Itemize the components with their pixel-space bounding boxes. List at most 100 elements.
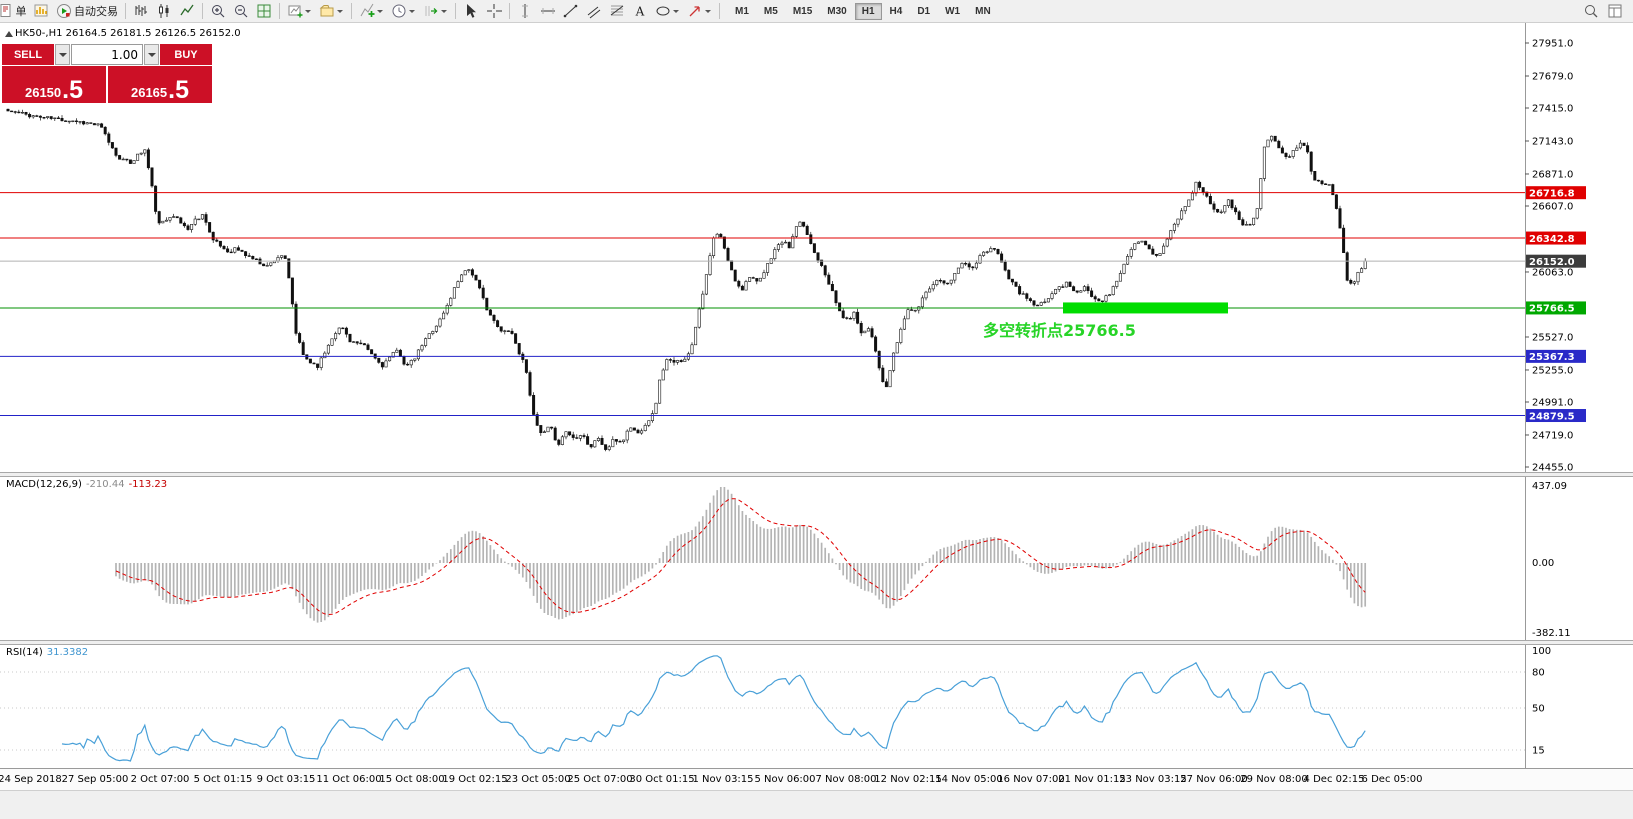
toolbar-separator <box>351 3 352 19</box>
price-axis-tick: 27679.0 <box>1532 71 1573 82</box>
timeframe-m30[interactable]: M30 <box>820 3 853 20</box>
cursor-icon[interactable] <box>460 1 482 21</box>
timeframe-d1[interactable]: D1 <box>910 3 937 20</box>
bar-chart-icon[interactable] <box>130 1 152 21</box>
price-axis-tick: 27143.0 <box>1532 136 1573 147</box>
auto-trading-button[interactable]: 自动交易 <box>53 1 121 21</box>
time-axis[interactable]: 24 Sep 2018 27 Sep 05:00 2 Oct 07:00 5 Oct … <box>0 768 1633 790</box>
crosshair-icon <box>486 3 502 19</box>
data-window-icon[interactable] <box>1604 1 1626 21</box>
new-chart-icon <box>287 3 303 19</box>
time-axis-label: 12 Nov 02:15 <box>874 774 942 785</box>
add-indicator-icon <box>359 3 375 19</box>
trade-panel-price-row: 26150 .5 26165 .5 <box>2 66 212 103</box>
templates-icon[interactable] <box>420 1 451 21</box>
macd-axis-tick: 0.00 <box>1532 558 1554 569</box>
panel-divider[interactable] <box>0 472 1633 477</box>
timeframe-h4[interactable]: H4 <box>883 3 910 20</box>
price-axis-tick: 24991.0 <box>1532 397 1573 408</box>
vertical-line-icon[interactable] <box>514 1 536 21</box>
add-indicator-icon[interactable] <box>356 1 387 21</box>
volume-preset-left-button[interactable] <box>55 44 70 65</box>
shapes-icon[interactable] <box>652 1 683 21</box>
buy-button[interactable]: BUY <box>160 44 212 65</box>
trendline-icon[interactable] <box>560 1 582 21</box>
zoom-in-icon[interactable] <box>207 1 229 21</box>
auto-trading-button-label: 自动交易 <box>74 6 118 18</box>
price-level-tag: 25367.3 <box>1529 352 1575 363</box>
tile-windows-icon <box>256 3 272 19</box>
volume-input[interactable] <box>71 44 143 65</box>
window-bottom-strip <box>0 790 1633 819</box>
auto-trading-icon <box>56 3 72 19</box>
horizontal-line-icon[interactable] <box>537 1 559 21</box>
sell-button[interactable]: SELL <box>2 44 54 65</box>
candlestick-icon[interactable] <box>153 1 175 21</box>
line-chart-icon[interactable] <box>176 1 198 21</box>
timeframe-mn[interactable]: MN <box>968 3 998 20</box>
panel-divider[interactable] <box>0 640 1633 645</box>
tile-windows-icon[interactable] <box>253 1 275 21</box>
price-chart[interactable]: 多空转折点25766.5 27951.0 27679.0 27415.0 27143.0… <box>0 22 1633 472</box>
search-icon[interactable] <box>1580 1 1602 21</box>
timeframe-m15[interactable]: M15 <box>786 3 819 20</box>
channel-icon <box>586 3 602 19</box>
time-axis-label: 27 Sep 05:00 <box>61 774 129 785</box>
chevron-down-icon[interactable] <box>305 6 312 16</box>
price-axis-tick: 26871.0 <box>1532 169 1573 180</box>
macd-value-main: -210.44 <box>85 479 125 490</box>
rsi-panel[interactable]: 100 80 50 15 <box>0 645 1633 768</box>
sell-price-pips: .5 <box>62 76 83 104</box>
time-axis-label: 21 Nov 01:15 <box>1058 774 1126 785</box>
chevron-down-icon[interactable] <box>441 6 448 16</box>
timeframe-h1[interactable]: H1 <box>854 2 882 20</box>
pivot-annotation-text[interactable]: 多空转折点25766.5 <box>983 321 1136 340</box>
chevron-down-icon[interactable] <box>673 6 680 16</box>
clock-icon[interactable] <box>388 1 419 21</box>
macd-panel[interactable]: 437.09 0.00 -382.11 <box>0 477 1633 640</box>
price-axis-tick: 26607.0 <box>1532 202 1573 213</box>
price-axis-tick: 24455.0 <box>1532 462 1573 472</box>
time-axis-label: 2 Oct 07:00 <box>130 774 190 785</box>
new-order-button[interactable]: 单 <box>0 1 29 21</box>
chevron-down-icon[interactable] <box>337 6 344 16</box>
timeframe-w1[interactable]: W1 <box>938 3 967 20</box>
chevron-down-icon[interactable] <box>705 6 712 16</box>
time-axis-label: 25 Oct 07:00 <box>567 774 633 785</box>
chevron-down-icon[interactable] <box>377 6 384 16</box>
clock-icon <box>391 3 407 19</box>
timeframe-m1[interactable]: M1 <box>728 3 756 20</box>
fibonacci-icon <box>609 3 625 19</box>
new-order-icon <box>0 3 14 19</box>
crosshair-icon[interactable] <box>483 1 505 21</box>
volume-preset-right-button[interactable] <box>144 44 159 65</box>
channel-icon[interactable] <box>583 1 605 21</box>
time-axis-label: 1 Nov 03:15 <box>692 774 754 785</box>
rsi-axis-tick: 15 <box>1532 746 1545 757</box>
rsi-name: RSI(14) <box>6 647 43 658</box>
time-axis-label: 29 Nov 08:00 <box>1240 774 1308 785</box>
profiles-icon[interactable] <box>316 1 347 21</box>
timeframe-m5[interactable]: M5 <box>757 3 785 20</box>
time-axis-label: 4 Dec 02:15 <box>1303 774 1365 785</box>
new-chart-icon[interactable] <box>284 1 315 21</box>
macd-label: MACD(12,26,9) -210.44 -113.23 <box>6 479 167 490</box>
time-axis-label: 16 Nov 07:00 <box>997 774 1065 785</box>
chart-window-icon[interactable] <box>30 1 52 21</box>
svg-text:A: A <box>635 5 645 19</box>
text-icon: A <box>632 3 648 19</box>
toolbar-separator <box>719 3 720 19</box>
sell-price-button[interactable]: 26150 .5 <box>2 66 106 103</box>
profiles-icon <box>319 3 335 19</box>
sell-price-main: 26150 <box>24 84 62 100</box>
zoom-out-icon[interactable] <box>230 1 252 21</box>
buy-price-button[interactable]: 26165 .5 <box>108 66 212 103</box>
text-icon[interactable]: A <box>629 1 651 21</box>
time-axis-label: 23 Oct 05:00 <box>505 774 571 785</box>
chevron-down-icon[interactable] <box>409 6 416 16</box>
trade-panel-top-row: SELL BUY <box>2 44 212 65</box>
arrow-tool-icon[interactable] <box>684 1 715 21</box>
fibonacci-icon[interactable] <box>606 1 628 21</box>
time-axis-label: 24 Sep 2018 <box>0 774 62 785</box>
chart-region: 多空转折点25766.5 27951.0 27679.0 27415.0 27143.0… <box>0 22 1633 819</box>
